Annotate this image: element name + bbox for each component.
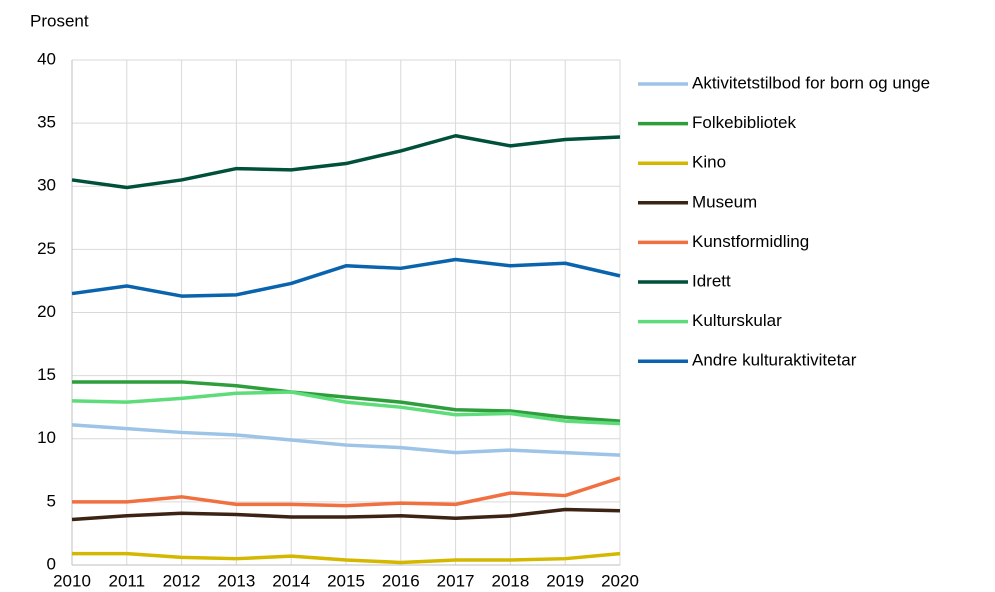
x-tick-label: 2019 <box>546 571 584 590</box>
x-tick-label: 2012 <box>163 571 201 590</box>
y-tick-label: 5 <box>47 491 56 510</box>
legend-label: Andre kulturaktivitetar <box>692 351 857 370</box>
y-tick-label: 40 <box>37 49 56 68</box>
x-tick-label: 2011 <box>109 571 146 590</box>
series-line <box>71 507 621 522</box>
y-tick-label: 15 <box>37 365 56 384</box>
legend-label: Kino <box>692 153 726 172</box>
series-line <box>71 390 621 426</box>
series-line <box>71 423 621 457</box>
y-axis-label: Prosent <box>30 11 89 30</box>
series-line <box>72 380 621 423</box>
x-tick-label: 2014 <box>272 571 310 590</box>
x-tick-label: 2020 <box>601 571 639 590</box>
y-tick-label: 25 <box>37 239 56 258</box>
x-tick-label: 2013 <box>217 571 255 590</box>
x-tick-label: 2016 <box>382 571 420 590</box>
x-tick-label: 2010 <box>53 571 91 590</box>
series-line <box>72 551 621 565</box>
x-tick-label: 2018 <box>491 571 529 590</box>
legend-label: Idrett <box>692 271 731 290</box>
y-tick-label: 30 <box>37 176 56 195</box>
y-tick-label: 35 <box>37 113 56 132</box>
series-line <box>71 134 621 190</box>
legend-label: Folkebibliotek <box>692 113 796 132</box>
x-tick-label: 2017 <box>437 571 475 590</box>
legend-label: Kulturskular <box>692 311 782 330</box>
y-tick-label: 20 <box>37 302 56 321</box>
y-tick-label: 0 <box>47 554 56 573</box>
legend-label: Museum <box>692 192 757 211</box>
legend-label: Kunstformidling <box>692 232 809 251</box>
series-line <box>71 257 621 298</box>
y-tick-label: 10 <box>37 428 56 447</box>
series-line <box>72 476 621 508</box>
legend-label: Aktivitetstilbod for born og unge <box>692 73 930 92</box>
x-tick-label: 2015 <box>327 571 365 590</box>
